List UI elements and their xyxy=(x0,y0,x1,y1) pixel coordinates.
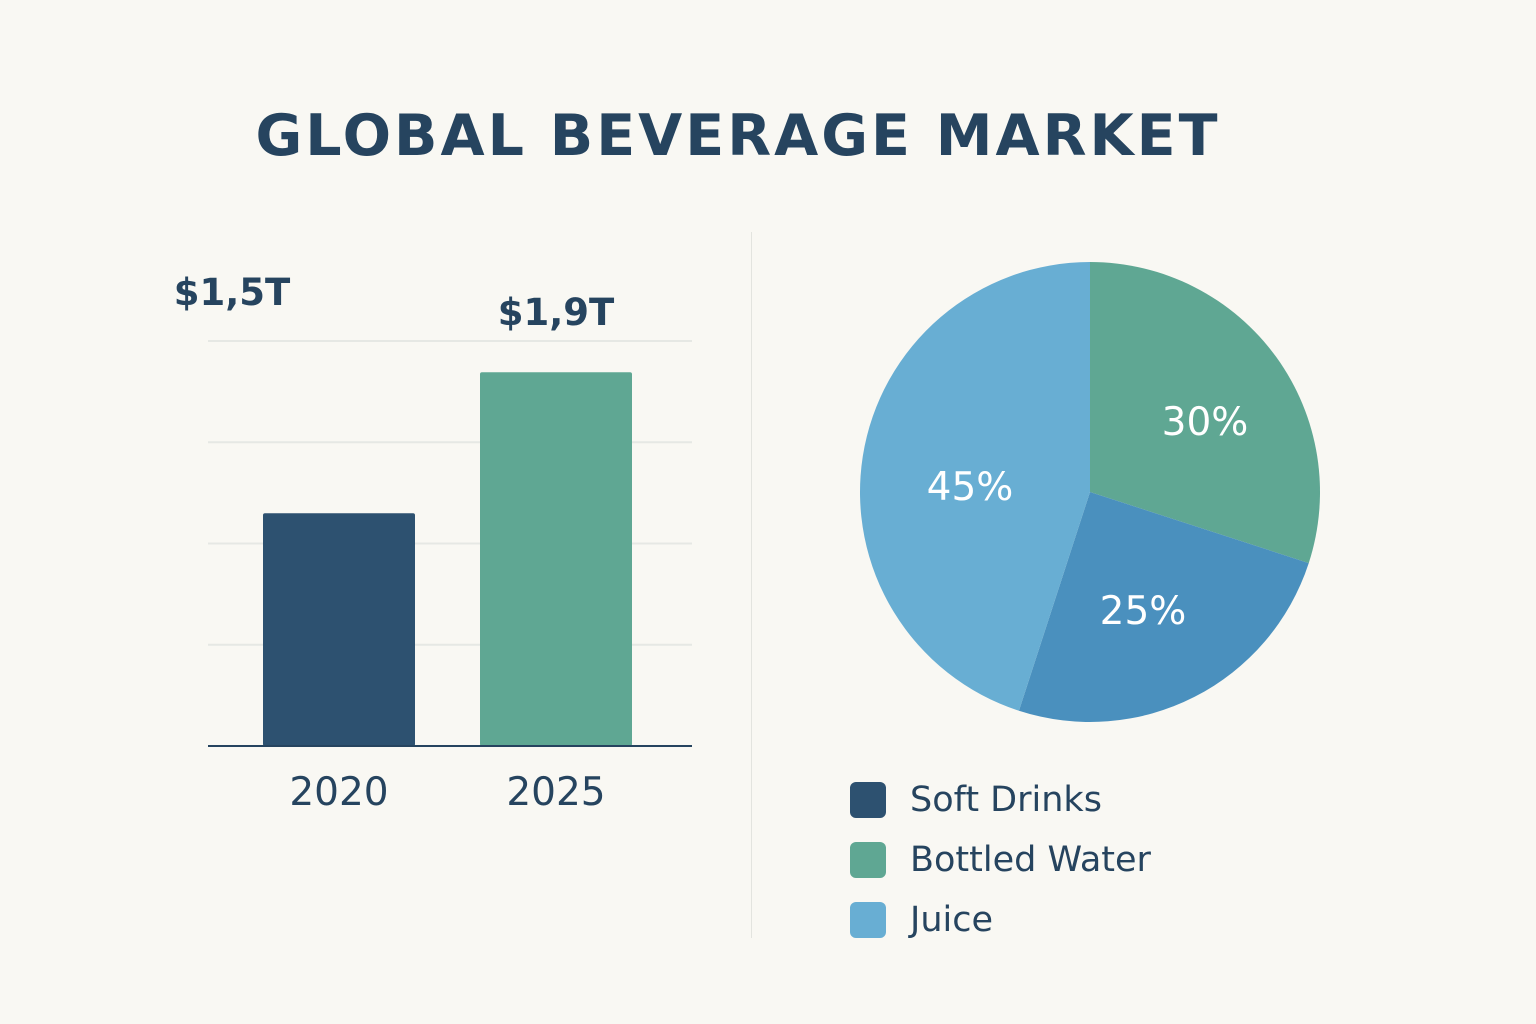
pie-slice-label: 25% xyxy=(1100,589,1187,634)
legend-label: Bottled Water xyxy=(910,840,1151,880)
legend-swatch xyxy=(850,902,886,938)
pie-slice-label: 30% xyxy=(1162,400,1249,445)
page-title: GLOBAL BEVERAGE MARKET xyxy=(255,103,1221,169)
bar-2020 xyxy=(263,513,415,746)
legend-item-juice: Juice xyxy=(850,890,1151,950)
x-tick-label: 2025 xyxy=(506,770,605,815)
pie-chart: 30% 25% 45% xyxy=(859,262,1320,722)
pie-legend: Soft Drinks Bottled Water Juice xyxy=(850,770,1151,950)
bar-value-label: $1,5T xyxy=(174,271,291,314)
legend-label: Soft Drinks xyxy=(910,780,1102,820)
panel-divider xyxy=(751,232,752,938)
legend-item-soft-drinks: Soft Drinks xyxy=(850,770,1151,830)
pie-slice-label: 45% xyxy=(927,465,1014,510)
pie-slice xyxy=(1090,262,1320,564)
legend-swatch xyxy=(850,842,886,878)
legend-item-bottled-water: Bottled Water xyxy=(850,830,1151,890)
bar-chart: 2020 $1,5T 2025 $1,9T xyxy=(174,271,692,815)
pie-slice xyxy=(859,262,1090,711)
x-tick-label: 2020 xyxy=(289,770,388,815)
bar-value-label: $1,9T xyxy=(498,291,615,334)
pie-slice xyxy=(1018,492,1309,722)
legend-label: Juice xyxy=(910,900,994,940)
bar-2025 xyxy=(480,372,632,746)
legend-swatch xyxy=(850,782,886,818)
